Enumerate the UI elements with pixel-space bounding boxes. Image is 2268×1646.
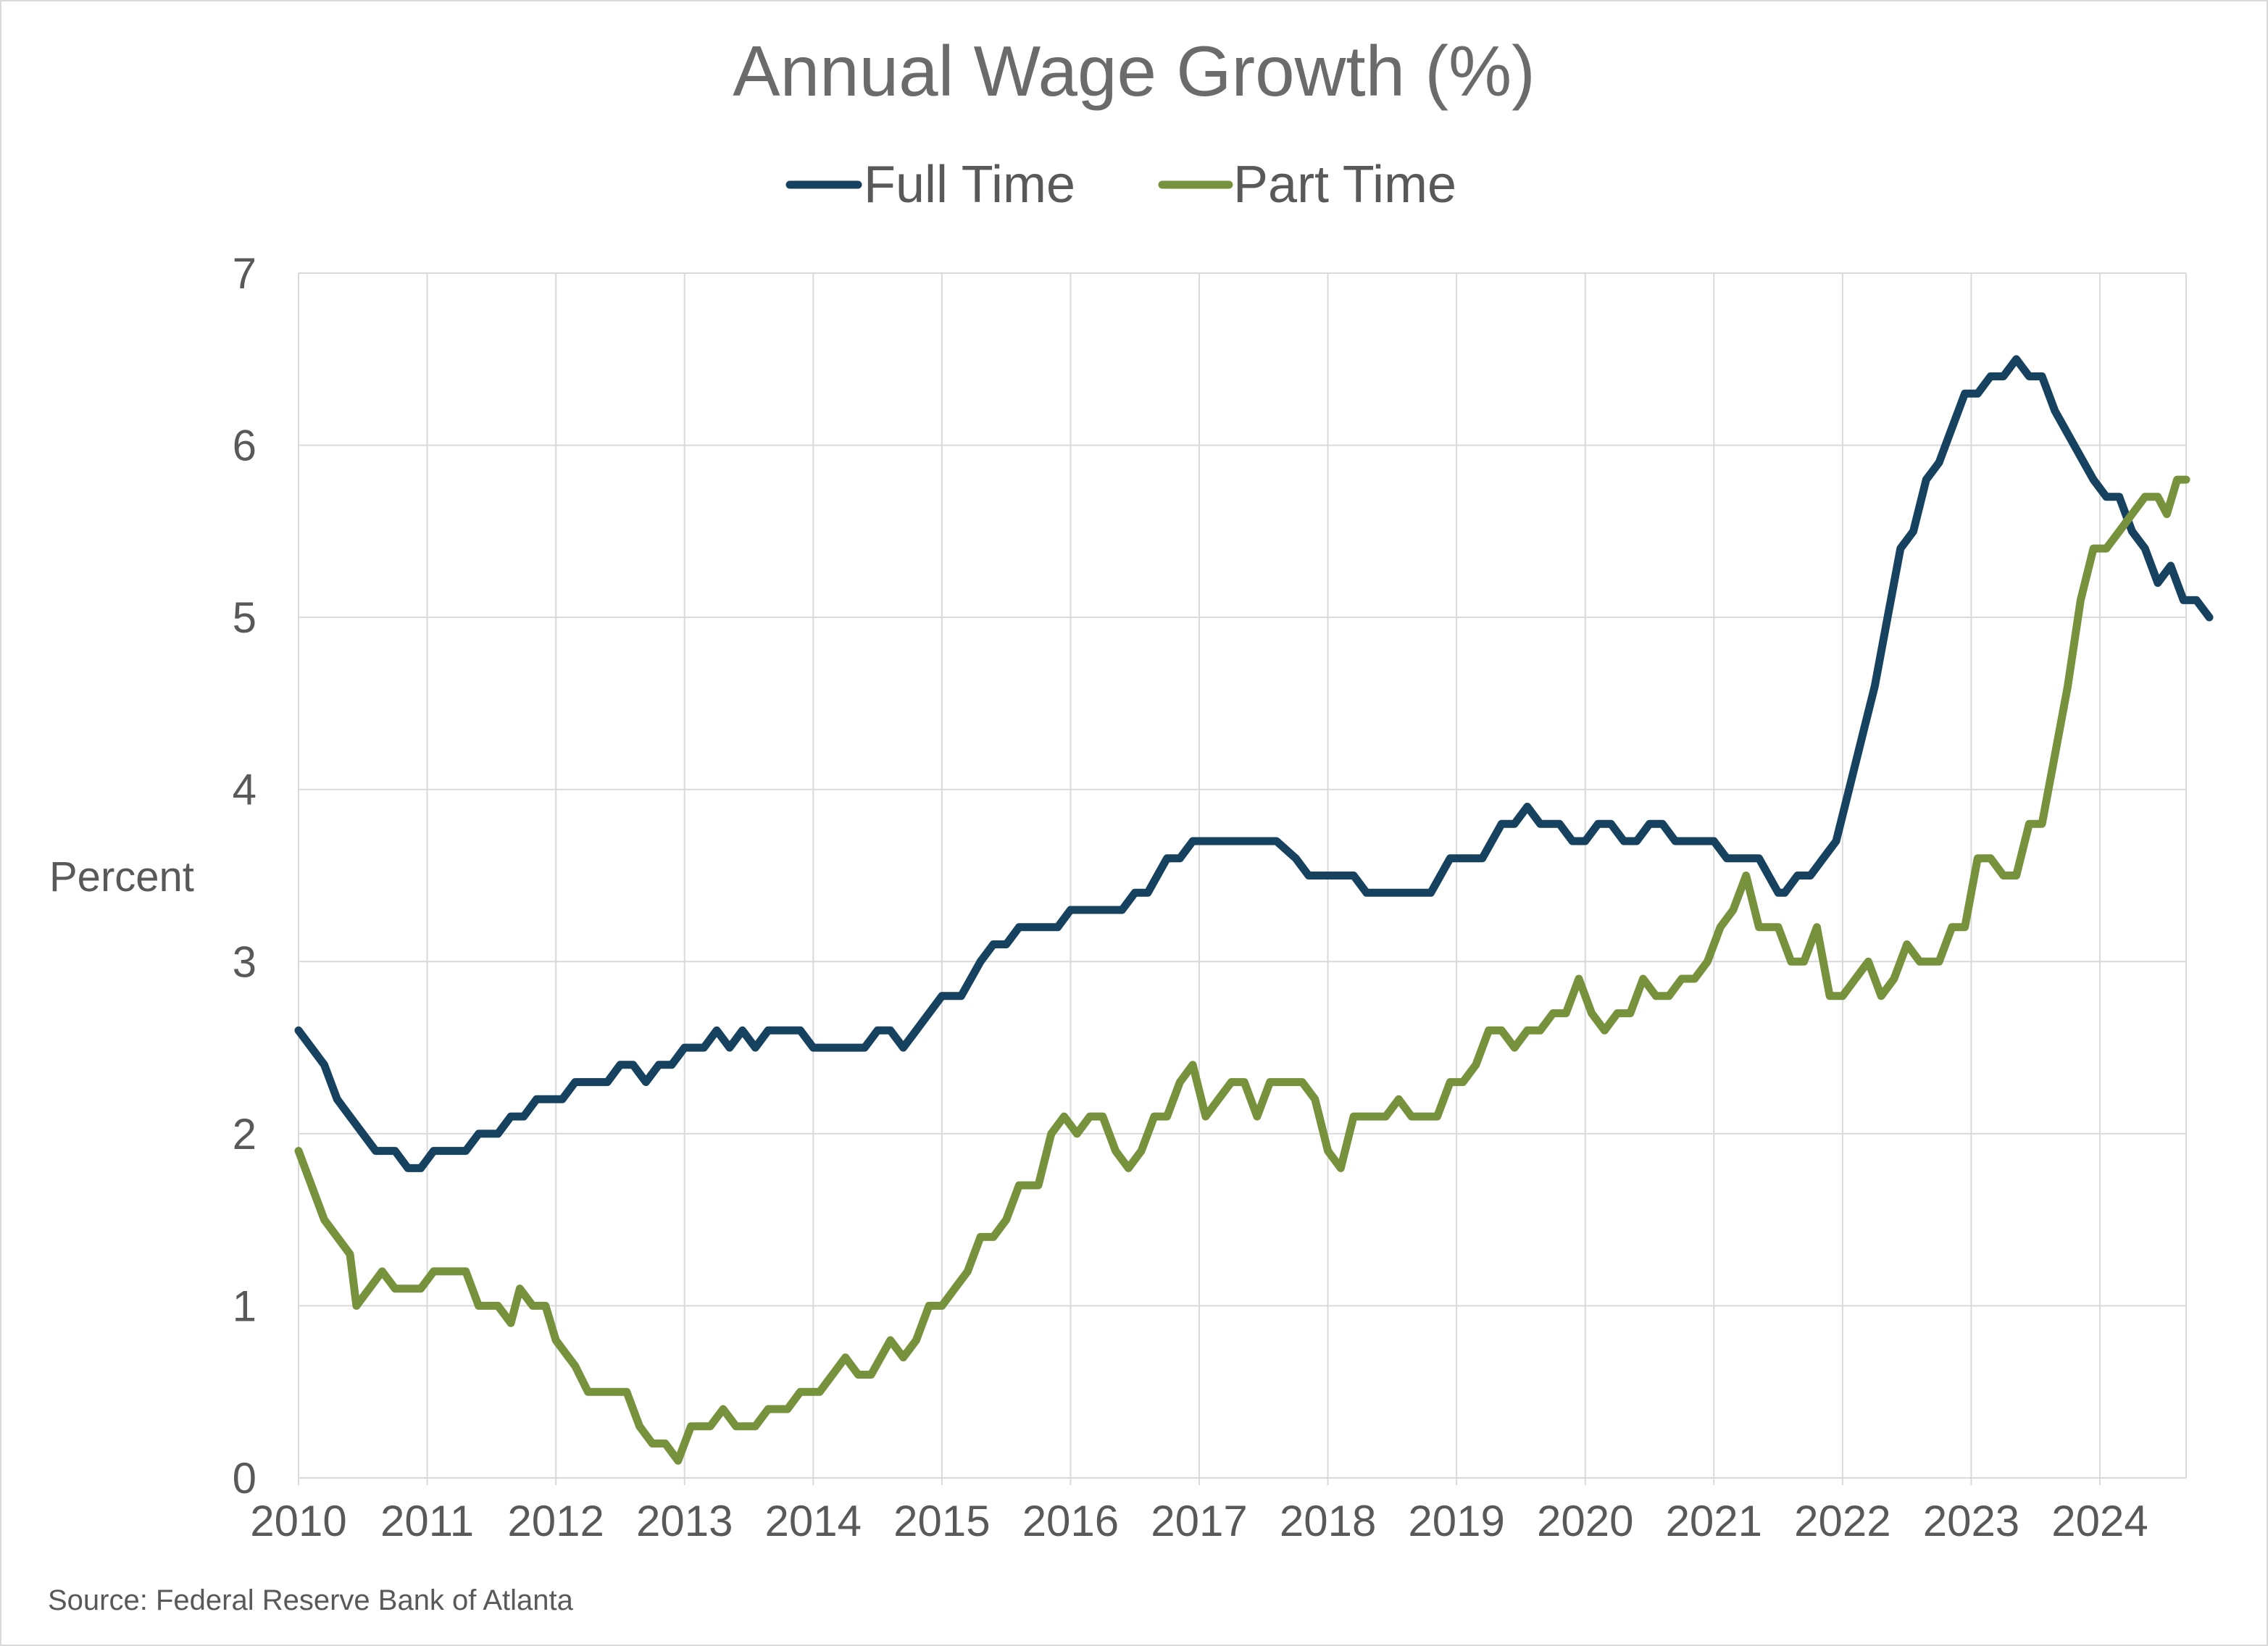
chart-title: Annual Wage Growth (%) bbox=[733, 31, 1535, 111]
x-tick-label: 2011 bbox=[380, 1497, 474, 1545]
y-tick-label: 5 bbox=[233, 593, 257, 642]
x-tick-label: 2017 bbox=[1151, 1497, 1247, 1545]
y-tick-label: 4 bbox=[233, 766, 257, 814]
legend: Full Time Part Time bbox=[785, 156, 1456, 214]
y-tick-label: 0 bbox=[233, 1454, 257, 1503]
x-tick-label: 2012 bbox=[507, 1497, 604, 1545]
x-tick-label: 2021 bbox=[1666, 1497, 1762, 1545]
x-tick-label: 2024 bbox=[2051, 1497, 2148, 1545]
legend-label-full-time: Full Time bbox=[864, 156, 1075, 214]
x-tick-label: 2023 bbox=[1923, 1497, 2019, 1545]
x-tick-label: 2016 bbox=[1022, 1497, 1119, 1545]
series-lines bbox=[294, 355, 2214, 1465]
x-tick-label: 2019 bbox=[1408, 1497, 1504, 1545]
x-tick-label: 2022 bbox=[1794, 1497, 1890, 1545]
x-tick-label: 2015 bbox=[893, 1497, 990, 1545]
x-tick-label: 2020 bbox=[1537, 1497, 1633, 1545]
y-tick-label: 7 bbox=[233, 249, 257, 298]
y-tick-label: 2 bbox=[233, 1110, 257, 1158]
y-tick-label: 1 bbox=[233, 1282, 257, 1330]
source-note: Source: Federal Reserve Bank of Atlanta bbox=[48, 1584, 574, 1616]
y-axis-ticks: 0 1 2 3 4 5 6 7 bbox=[233, 249, 257, 1503]
x-tick-label: 2010 bbox=[250, 1497, 346, 1545]
x-axis-ticks: 2010 2011 2012 2013 2014 2015 2016 2017 2018 2019… bbox=[250, 1497, 2148, 1545]
x-tick-label: 2013 bbox=[636, 1497, 733, 1545]
y-axis-label: Percent bbox=[49, 853, 194, 901]
x-tick-label: 2014 bbox=[765, 1497, 862, 1545]
x-tick-label: 2018 bbox=[1280, 1497, 1376, 1545]
y-tick-label: 6 bbox=[233, 422, 257, 470]
grid bbox=[298, 272, 2187, 1485]
series-line-full-time bbox=[294, 355, 2214, 1172]
y-tick-label: 3 bbox=[233, 937, 257, 986]
legend-label-part-time: Part Time bbox=[1233, 156, 1456, 214]
series-line-part-time bbox=[294, 475, 2190, 1465]
